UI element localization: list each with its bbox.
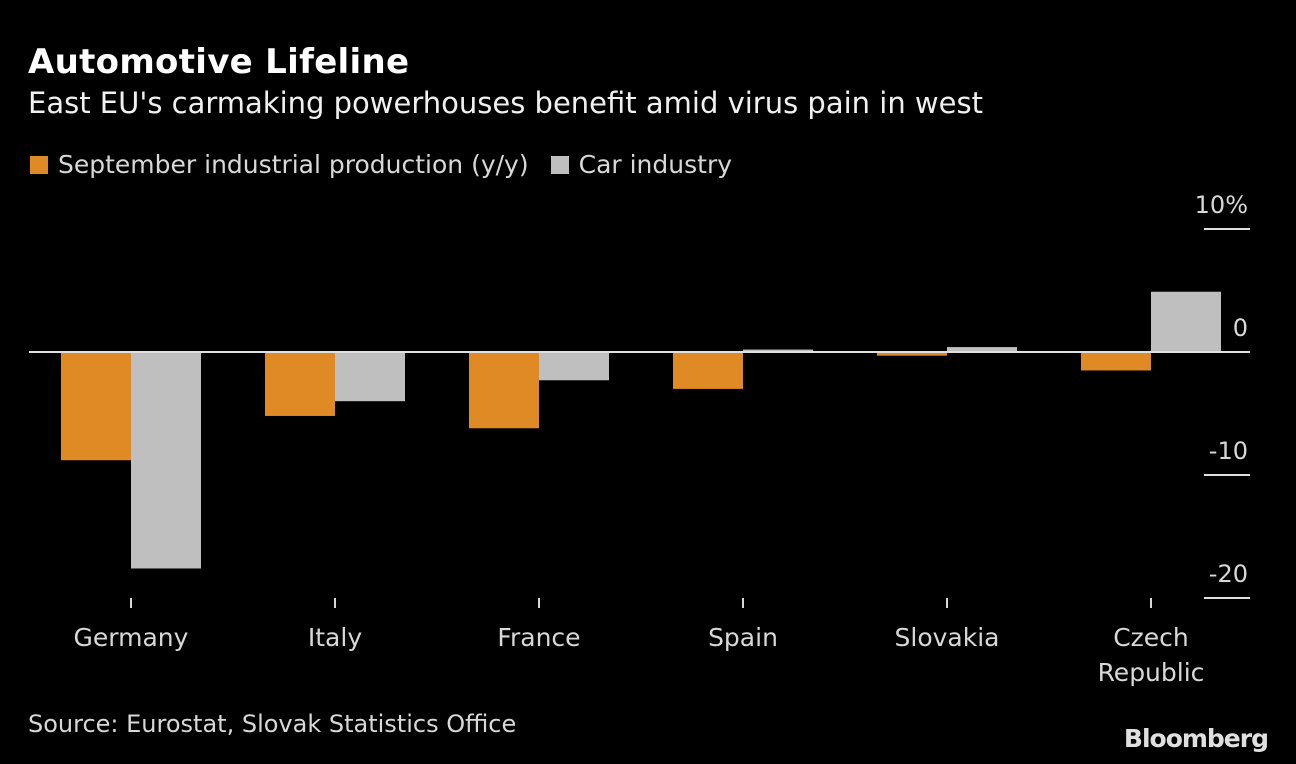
legend-item-industrial-production: September industrial production (y/y) bbox=[30, 150, 529, 179]
legend: September industrial production (y/y) Ca… bbox=[30, 150, 754, 179]
x-tick-label: Slovakia bbox=[895, 623, 1000, 652]
bar-industrial-production-germany bbox=[61, 352, 131, 461]
y-tick-label: -20 bbox=[1209, 560, 1248, 588]
bloomberg-logo: Bloomberg bbox=[1123, 724, 1269, 753]
bar-industrial-production-slovakia bbox=[877, 352, 947, 356]
legend-swatch-industrial-production bbox=[30, 155, 48, 174]
x-tick-label: Italy bbox=[308, 623, 362, 652]
bar-industrial-production-czech-republic bbox=[1081, 352, 1151, 371]
bar-industrial-production-spain bbox=[673, 352, 743, 389]
x-tick-label: Germany bbox=[74, 623, 189, 652]
bar-industrial-production-france bbox=[469, 352, 539, 429]
y-tick-label: 0 bbox=[1233, 314, 1248, 342]
legend-item-car-industry: Car industry bbox=[550, 150, 733, 179]
chart-title: Automotive Lifeline bbox=[28, 42, 410, 82]
bar-car-industry-germany bbox=[131, 352, 201, 569]
chart-subtitle: East EU's carmaking powerhouses benefit … bbox=[28, 86, 983, 120]
legend-label-car-industry: Car industry bbox=[578, 150, 733, 179]
bar-car-industry-spain bbox=[743, 349, 813, 352]
x-tick-label: Spain bbox=[708, 623, 778, 652]
legend-label-industrial-production: September industrial production (y/y) bbox=[58, 150, 529, 179]
bar-car-industry-slovakia bbox=[947, 347, 1017, 352]
bar-industrial-production-italy bbox=[265, 352, 335, 416]
x-tick-label: Czech Republic bbox=[1098, 623, 1205, 687]
bar-car-industry-italy bbox=[335, 352, 405, 402]
bar-car-industry-france bbox=[539, 352, 609, 381]
y-tick-label: 10% bbox=[1195, 191, 1248, 219]
bar-car-industry-czech-republic bbox=[1151, 291, 1221, 352]
source-note: Source: Eurostat, Slovak Statistics Offi… bbox=[28, 710, 517, 738]
y-tick-label: -10 bbox=[1209, 437, 1248, 465]
x-tick-label: France bbox=[497, 623, 580, 652]
legend-swatch-car-industry bbox=[550, 155, 569, 174]
